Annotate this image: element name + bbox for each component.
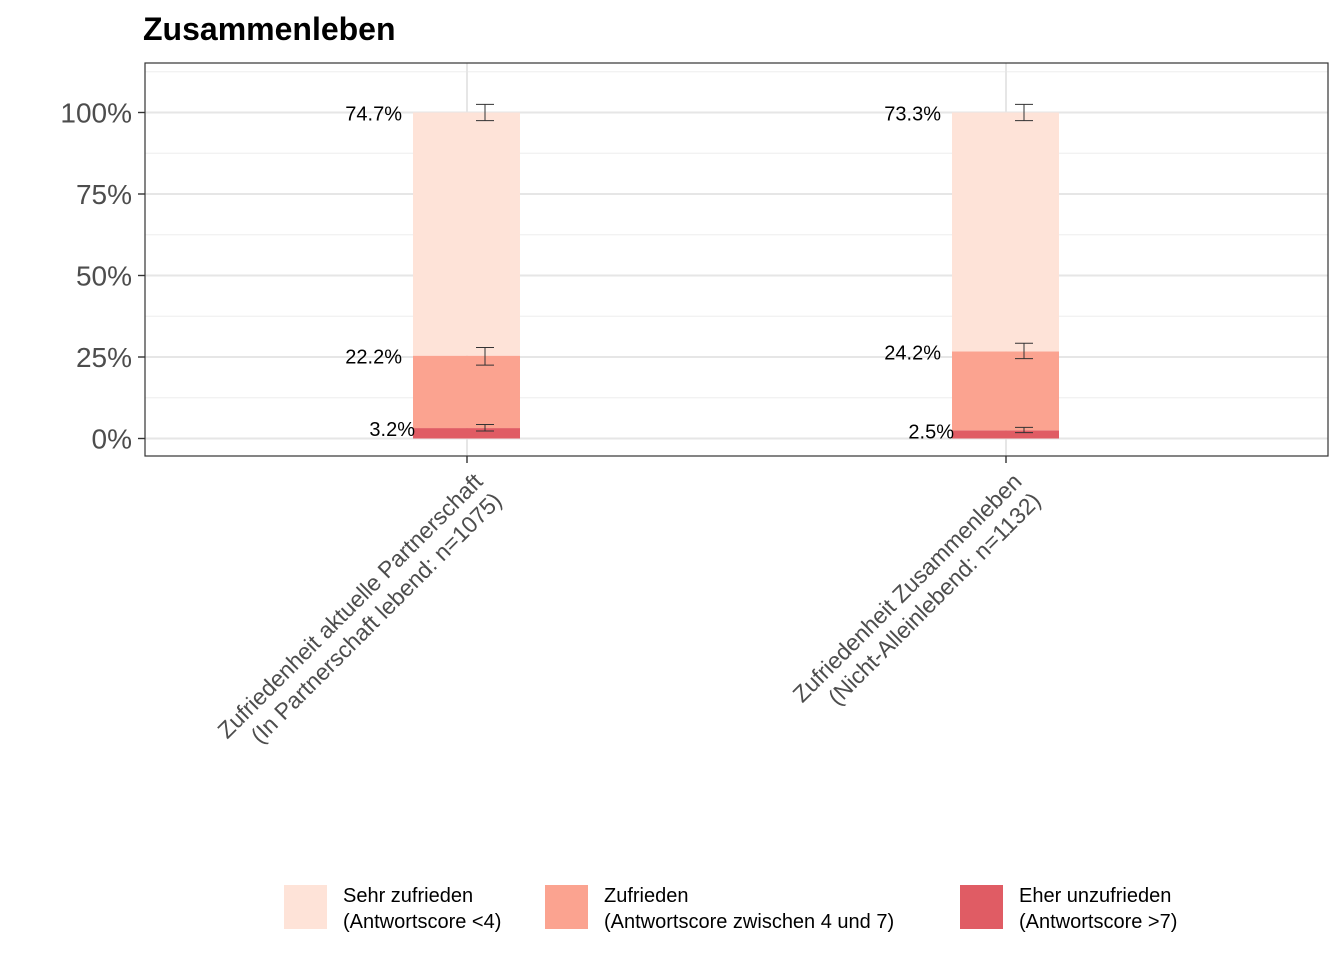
bar-segment [413, 355, 520, 429]
data-label: 24.2% [884, 342, 941, 364]
y-tick-label: 0% [92, 424, 132, 455]
legend-label: Zufrieden [604, 885, 689, 907]
y-tick-label: 100% [60, 98, 132, 129]
y-axis: 0% 25% 50% 75% 100% [60, 98, 145, 455]
x-tick-label: Zufriedenheit aktuelle Partnerschaft(In … [212, 468, 507, 763]
x-tick-label-line: (In Partnerschaft lebend: n=1075) [245, 487, 506, 748]
x-tick-label-line: Zufriedenheit aktuelle Partnerschaft [212, 468, 488, 744]
bar-segment [952, 112, 1059, 352]
legend: Sehr zufrieden (Antwortscore <4) Zufrieden… [284, 885, 1177, 933]
data-label: 2.5% [908, 421, 954, 443]
legend-swatch [960, 885, 1003, 929]
x-axis: Zufriedenheit aktuelle Partnerschaft(In … [212, 456, 1046, 763]
error-bars [476, 103, 1033, 434]
data-label: 22.2% [345, 347, 402, 369]
bar-segment [413, 112, 520, 356]
bar-segment [413, 428, 520, 439]
legend-label: Eher unzufrieden [1019, 885, 1171, 907]
x-tick-label: Zufriedenheit Zusammenleben(Nicht-Allein… [788, 468, 1046, 726]
legend-label: Sehr zufrieden [343, 885, 473, 907]
x-tick-label-line: (Nicht-Alleinlebend: n=1132) [823, 487, 1046, 710]
legend-label: (Antwortscore >7) [1019, 911, 1177, 933]
bars [413, 112, 1059, 439]
bar-segment [952, 351, 1059, 431]
legend-label: (Antwortscore zwischen 4 und 7) [604, 911, 894, 933]
y-tick-label: 50% [76, 261, 132, 292]
y-tick-label: 25% [76, 342, 132, 373]
chart-title: Zusammenleben [143, 11, 396, 47]
grid [145, 63, 1328, 456]
panel-border [144, 62, 1329, 457]
data-label: 3.2% [369, 419, 415, 441]
data-label: 73.3% [884, 104, 941, 126]
legend-swatch [284, 885, 327, 929]
y-tick-label: 75% [76, 179, 132, 210]
data-label: 74.7% [345, 104, 402, 126]
data-labels: 3.2% 22.2% 74.7% 2.5% 24.2% 73.3% [345, 104, 954, 444]
bar-segment [952, 430, 1059, 439]
legend-label: (Antwortscore <4) [343, 911, 501, 933]
legend-swatch [545, 885, 588, 929]
x-tick-label-line: Zufriedenheit Zusammenleben [788, 468, 1027, 707]
